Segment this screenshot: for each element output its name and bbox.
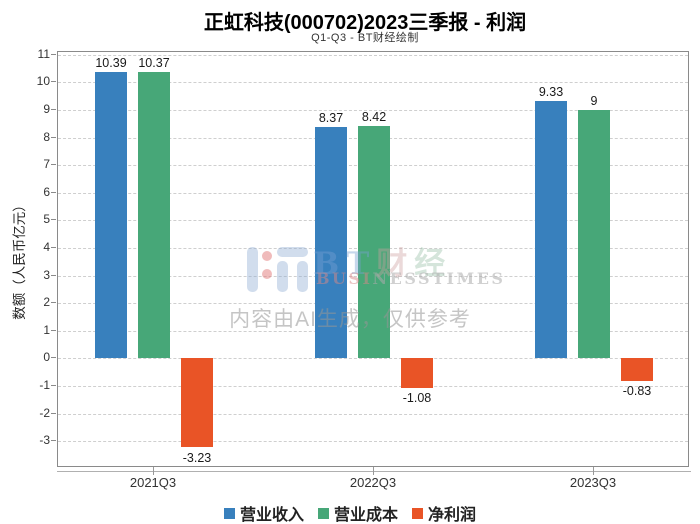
y-tick-mark bbox=[51, 53, 56, 55]
bar bbox=[95, 71, 127, 359]
gridline bbox=[58, 54, 688, 56]
bar-value-label: 8.37 bbox=[318, 111, 344, 126]
y-tick-mark bbox=[51, 412, 56, 414]
y-tick-mark bbox=[51, 219, 56, 221]
legend-label: 营业收入 bbox=[239, 507, 304, 524]
y-tick-mark bbox=[51, 164, 56, 166]
legend: 营业收入 营业成本 净利润 bbox=[0, 501, 700, 524]
bar-value-label: 8.42 bbox=[361, 110, 387, 124]
legend-item: 营业收入 bbox=[223, 501, 304, 524]
gridline bbox=[58, 110, 688, 111]
gridline bbox=[58, 413, 688, 415]
y-tick-mark bbox=[51, 191, 56, 193]
y-tick-mark bbox=[51, 302, 56, 304]
x-axis-line bbox=[57, 471, 691, 472]
y-tick-label: 9 bbox=[43, 102, 50, 116]
legend-item: 净利润 bbox=[412, 501, 476, 524]
y-axis-title: 数额（人民币亿元） bbox=[12, 198, 27, 320]
y-tick-label: 11 bbox=[37, 46, 50, 61]
bar bbox=[535, 100, 567, 359]
y-tick-label: 2 bbox=[43, 295, 50, 310]
bar-value-label: -3.23 bbox=[182, 450, 212, 465]
y-tick-mark bbox=[51, 109, 56, 110]
x-tick-label: 2022Q3 bbox=[349, 475, 397, 490]
chart-subtitle: Q1-Q3 - BT财经绘制 bbox=[311, 32, 419, 44]
y-tick-mark bbox=[51, 136, 56, 138]
y-tick-label: -2 bbox=[39, 405, 50, 420]
y-tick-mark bbox=[51, 440, 56, 442]
bar-value-label: 10.37 bbox=[138, 56, 170, 71]
y-tick-label: 7 bbox=[43, 157, 50, 172]
x-tick-mark bbox=[373, 467, 374, 475]
y-tick-label: 1 bbox=[43, 322, 50, 337]
gridline bbox=[58, 358, 688, 360]
bar-value-label: 10.39 bbox=[95, 55, 127, 70]
legend-swatch bbox=[317, 507, 329, 519]
gridline bbox=[58, 386, 688, 387]
y-tick-mark bbox=[51, 385, 56, 386]
y-tick-label: -1 bbox=[39, 378, 50, 392]
bar bbox=[578, 110, 610, 359]
bar-value-label: -0.83 bbox=[622, 384, 652, 399]
legend-swatch bbox=[412, 507, 423, 519]
bar bbox=[621, 358, 653, 382]
y-tick-label: 5 bbox=[43, 212, 50, 227]
plot-area: 10.39 8.37 9.33 10.37 8.42 9 -3.23 -1.08 -0.83 bbox=[57, 51, 689, 467]
y-tick-label: 6 bbox=[43, 184, 50, 199]
y-tick-label: 0 bbox=[43, 350, 50, 365]
chart-title: 正虹科技(000702)2023三季报 - 利润 bbox=[203, 12, 527, 34]
y-tick-mark bbox=[51, 329, 56, 331]
y-tick-mark bbox=[51, 81, 56, 83]
bar-value-label: -1.08 bbox=[402, 391, 432, 406]
y-tick-label: 3 bbox=[43, 267, 50, 282]
x-tick-label: 2023Q3 bbox=[569, 475, 617, 490]
gridline bbox=[58, 82, 688, 84]
bar bbox=[138, 72, 170, 359]
bar-value-label: 9 bbox=[590, 94, 598, 108]
bar bbox=[401, 358, 433, 389]
y-tick-label: 4 bbox=[43, 240, 50, 254]
bar bbox=[315, 127, 347, 359]
y-tick-label: -3 bbox=[39, 433, 50, 448]
bar bbox=[358, 126, 390, 359]
y-tick-label: 10 bbox=[36, 74, 50, 89]
legend-swatch bbox=[223, 507, 235, 519]
x-tick-label: 2021Q3 bbox=[129, 475, 177, 490]
y-tick-mark bbox=[51, 357, 56, 359]
y-tick-mark bbox=[51, 247, 56, 248]
legend-label: 营业成本 bbox=[333, 507, 398, 524]
x-tick-mark bbox=[593, 467, 594, 475]
bar-value-label: 9.33 bbox=[538, 84, 564, 99]
bar bbox=[181, 358, 213, 448]
gridline bbox=[58, 441, 688, 443]
legend-item: 营业成本 bbox=[317, 501, 398, 524]
legend-label: 净利润 bbox=[428, 507, 477, 524]
y-tick-label: 8 bbox=[43, 129, 50, 144]
y-tick-mark bbox=[51, 274, 56, 276]
x-tick-mark bbox=[153, 467, 154, 475]
